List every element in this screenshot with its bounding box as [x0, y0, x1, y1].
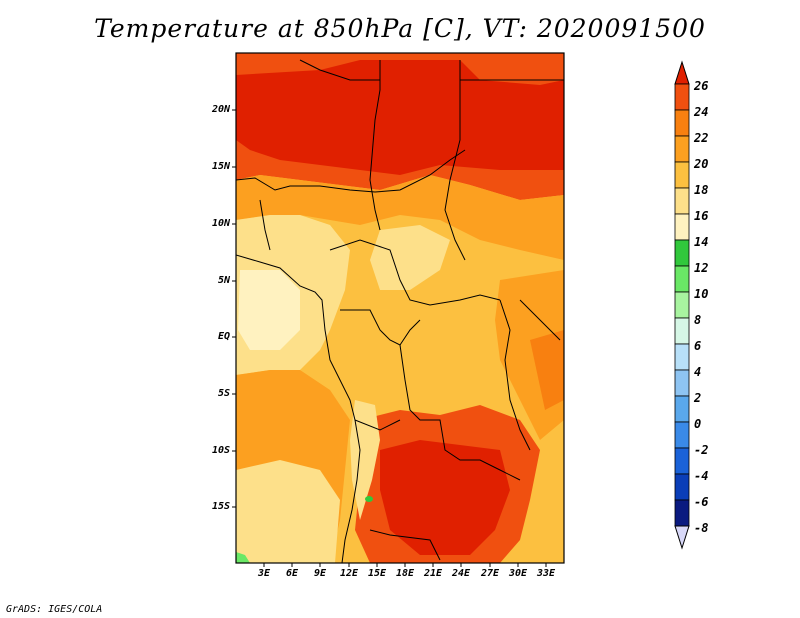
- lat-label: 5N: [217, 275, 230, 286]
- temperature-field: [236, 53, 564, 563]
- colorbar-box: [674, 161, 690, 189]
- lon-label: 18E: [395, 568, 415, 579]
- colorbar-cap-bottom: [674, 525, 690, 550]
- colorbar-label: -2: [694, 443, 709, 457]
- map-frame: [235, 52, 565, 564]
- colorbar-label: 16: [694, 209, 709, 223]
- colorbar-box: [674, 499, 690, 527]
- colorbar-label: 26: [694, 79, 709, 93]
- colorbar-box: [674, 369, 690, 397]
- lat-label: 5S: [217, 388, 230, 399]
- colorbar-box: [674, 473, 690, 501]
- lon-label: 33E: [536, 568, 556, 579]
- colorbar-label: 22: [694, 131, 709, 145]
- colorbar-box: [674, 187, 690, 215]
- lon-label: 21E: [423, 568, 443, 579]
- lon-label: 15E: [367, 568, 387, 579]
- colorbar-box: [674, 447, 690, 475]
- colorbar-box: [674, 265, 690, 293]
- colorbar-label: 2: [694, 391, 702, 405]
- credit-text: GrADS: IGES/COLA: [6, 604, 103, 615]
- lon-label: 9E: [313, 568, 327, 579]
- colorbar-box: [674, 317, 690, 345]
- lat-label: 15N: [211, 161, 230, 172]
- colorbar-box: [674, 213, 690, 241]
- colorbar-box: [674, 83, 690, 111]
- colorbar-box: [674, 109, 690, 137]
- colorbar-box: [674, 343, 690, 371]
- lon-label: 3E: [257, 568, 271, 579]
- colorbar-box: [674, 421, 690, 449]
- colorbar-box: [674, 239, 690, 267]
- colorbar-label: 0: [694, 417, 702, 431]
- plot-title: Temperature at 850hPa [C], VT: 202009150…: [94, 14, 706, 43]
- colorbar-label: -8: [694, 521, 709, 535]
- lon-label: 6E: [285, 568, 299, 579]
- lon-label: 12E: [339, 568, 359, 579]
- colorbar-label: 8: [694, 313, 702, 327]
- colorbar-label: 4: [694, 365, 702, 379]
- lat-label: EQ: [217, 331, 230, 342]
- colorbar-label: -4: [694, 469, 709, 483]
- colorbar-label: 6: [694, 339, 702, 353]
- colorbar-label: 12: [694, 261, 709, 275]
- colorbar-label: 18: [694, 183, 709, 197]
- lat-label: 15S: [211, 501, 230, 512]
- lat-label: 20N: [211, 104, 230, 115]
- lon-label: 27E: [480, 568, 500, 579]
- colorbar-box: [674, 135, 690, 163]
- colorbar-label: -6: [694, 495, 709, 509]
- country-borders: [236, 59, 564, 563]
- colorbar-cap-top: [674, 60, 690, 85]
- axis-ticks: [232, 109, 547, 567]
- colorbar-label: 14: [694, 235, 709, 249]
- colorbar-label: 10: [694, 287, 709, 301]
- colorbar-label: 20: [694, 157, 709, 171]
- lat-label: 10S: [211, 445, 230, 456]
- colorbar-label: 24: [694, 105, 709, 119]
- colorbar-box: [674, 291, 690, 319]
- colorbar-box: [674, 395, 690, 423]
- lon-label: 30E: [508, 568, 528, 579]
- colorbar: [674, 60, 690, 550]
- lon-label: 24E: [451, 568, 471, 579]
- lat-label: 10N: [211, 218, 230, 229]
